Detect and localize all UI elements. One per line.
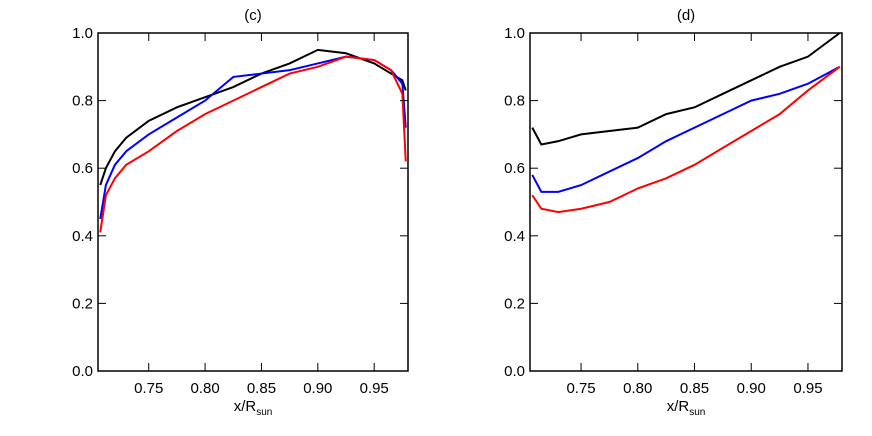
y-tick-label: 0.6 [504,160,525,177]
x-axis-label-subscript: sun [689,407,705,418]
x-axis-label-text: x/R [667,398,690,415]
x-axis-label: x/Rsun [667,398,706,418]
data-line [99,55,407,233]
y-tick-label: 0.8 [504,93,525,110]
plot-frame [529,32,843,372]
data-line [531,32,841,146]
x-tick-label: 0.95 [793,380,822,397]
y-tick-label: 0.4 [504,228,525,245]
y-tick-label: 0.8 [72,93,93,110]
x-axis-label: x/Rsun [234,398,273,418]
y-tick-label: 0.0 [504,363,525,380]
y-tick-label: 0.4 [72,228,93,245]
data-line [99,55,407,220]
y-tick-label: 0.6 [72,160,93,177]
x-tick-label: 0.80 [623,380,652,397]
y-tick-label: 1.0 [72,25,93,42]
data-line [99,48,407,186]
y-tick-label: 1.0 [504,25,525,42]
panel-title: (d) [677,7,695,24]
data-line [531,65,841,193]
y-tick-label: 0.2 [504,295,525,312]
panel-title: (c) [244,7,262,24]
x-tick-label: 0.85 [680,380,709,397]
x-tick-label: 0.80 [190,380,219,397]
x-tick-label: 0.85 [247,380,276,397]
x-tick-label: 0.95 [360,380,389,397]
y-tick-label: 0.2 [72,295,93,312]
x-tick-label: 0.75 [566,380,595,397]
x-tick-label: 0.90 [737,380,766,397]
x-tick-label: 0.90 [303,380,332,397]
plot-frame [97,32,409,372]
x-tick-label: 0.75 [134,380,163,397]
y-tick-label: 0.0 [72,363,93,380]
data-line [531,65,841,214]
x-axis-label-text: x/R [234,398,257,415]
x-axis-label-subscript: sun [256,407,272,418]
